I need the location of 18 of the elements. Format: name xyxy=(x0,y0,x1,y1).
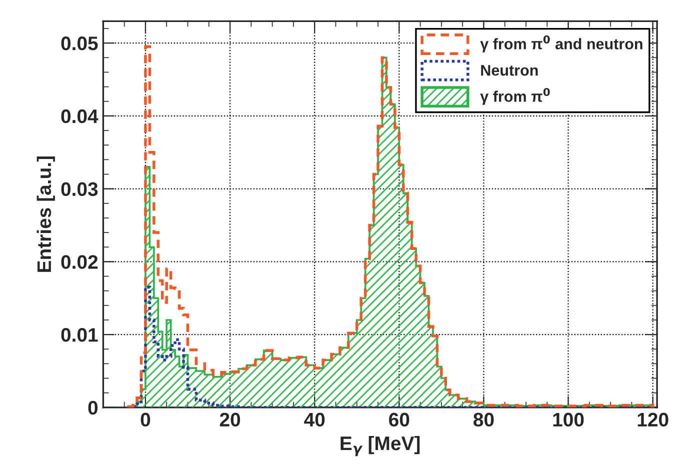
x-tick-label: 100 xyxy=(553,412,584,427)
y-tick-label: 0.05 xyxy=(61,36,98,50)
y-tick-label: 0.03 xyxy=(61,182,98,196)
x-tick-label: 80 xyxy=(474,412,494,427)
x-tick-label: 0 xyxy=(140,412,150,427)
x-tick-label: 40 xyxy=(304,412,325,427)
y-tick-label: 0.04 xyxy=(61,109,98,124)
y-tick-label: 0.02 xyxy=(61,255,98,269)
y-tick-label: 0.01 xyxy=(61,328,98,342)
x-axis-title: E$_{γ}$ [MeV] xyxy=(340,436,420,456)
legend-label: γ from π$^{0}$ xyxy=(480,88,550,105)
legend-label: γ from π$^{0}$ and neutron xyxy=(480,35,642,52)
legend-label: Neutron xyxy=(481,65,538,76)
x-tick-label: 120 xyxy=(638,412,668,427)
x-tick-label: 20 xyxy=(220,412,240,427)
y-tick-label: 0 xyxy=(88,400,98,415)
y-axis-title: Entries [a.u.] xyxy=(36,156,55,272)
x-tick-label: 60 xyxy=(389,412,410,427)
